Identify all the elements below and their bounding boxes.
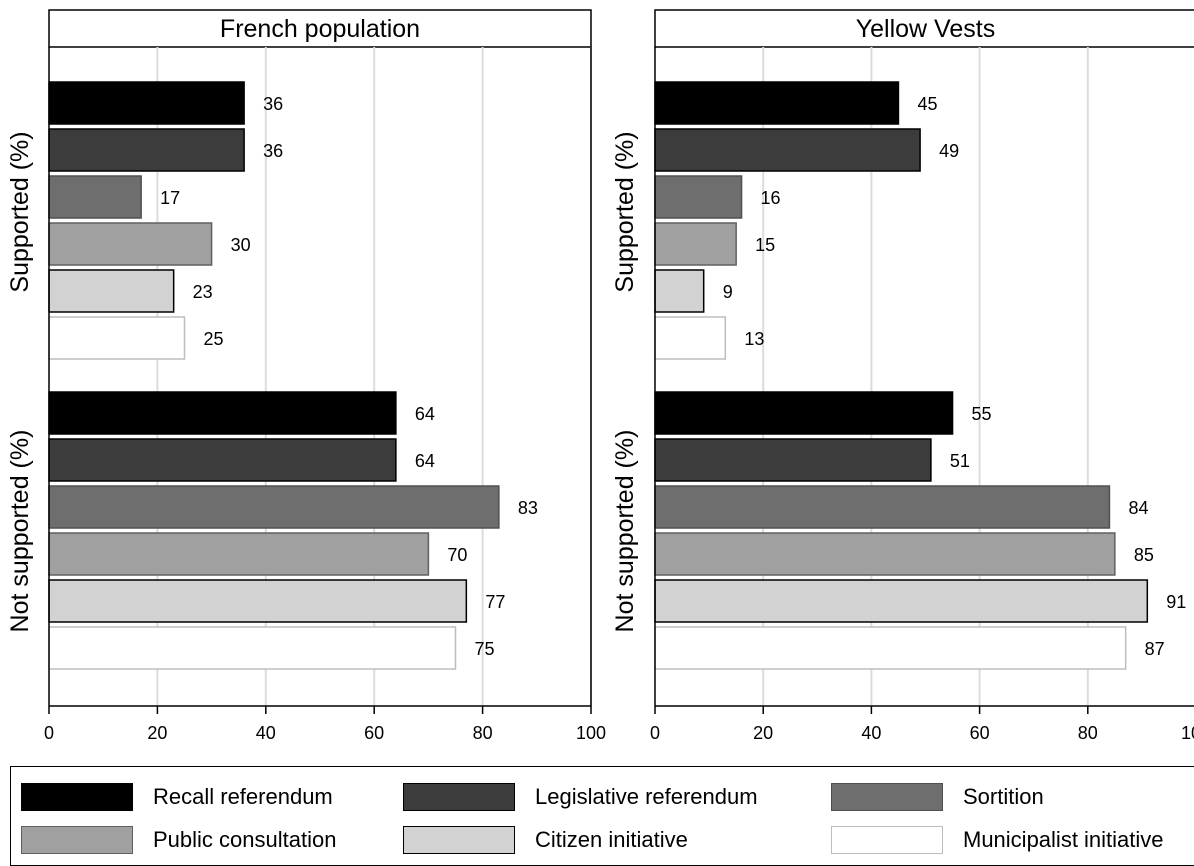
legend-label: Legislative referendum <box>535 784 758 809</box>
y-axis-group-label: Not supported (%) <box>611 430 639 633</box>
bar <box>654 175 743 219</box>
bar <box>654 626 1127 670</box>
bar <box>48 175 142 219</box>
y-axis-group-label: Supported (%) <box>6 131 34 292</box>
legend-item-legislative-referendum: Legislative referendum <box>403 781 758 813</box>
bar-value-label: 45 <box>917 94 937 114</box>
x-tick-label: 80 <box>473 723 493 743</box>
legend-label: Public consultation <box>153 827 337 852</box>
bar <box>48 316 186 360</box>
bar-value-label: 51 <box>950 451 970 471</box>
bar-value-label: 16 <box>761 188 781 208</box>
legend-swatch <box>403 783 515 811</box>
chart-panel: Yellow Vests 45 49 16 15 9 13 Supported (%) 55 51… <box>611 9 1194 743</box>
x-tick-label: 60 <box>364 723 384 743</box>
x-tick-label: 0 <box>650 723 660 743</box>
y-axis-group-label: Not supported (%) <box>6 430 34 633</box>
bar <box>48 391 397 435</box>
bar <box>654 81 900 125</box>
bar-value-label: 9 <box>723 282 733 302</box>
legend-swatch <box>21 826 133 854</box>
bar <box>654 391 954 435</box>
y-axis-group-label: Supported (%) <box>611 131 639 292</box>
x-tick-label: 100 <box>576 723 606 743</box>
x-tick-label: 80 <box>1078 723 1098 743</box>
bar <box>654 579 1149 623</box>
bar-value-label: 64 <box>415 451 435 471</box>
legend-label: Municipalist initiative <box>963 827 1164 852</box>
legend: Recall referendum Legislative referendum… <box>10 766 1194 866</box>
bar-value-label: 30 <box>231 235 251 255</box>
bar <box>654 128 921 172</box>
bar <box>654 532 1116 576</box>
bar-value-label: 36 <box>263 94 283 114</box>
legend-swatch <box>831 826 943 854</box>
bar <box>48 438 397 482</box>
bar <box>48 222 213 266</box>
bar-value-label: 55 <box>972 404 992 424</box>
bar <box>48 128 245 172</box>
bar-value-label: 75 <box>475 639 495 659</box>
bar <box>48 579 468 623</box>
legend-item-recall-referendum: Recall referendum <box>21 781 333 813</box>
bar-value-label: 13 <box>744 329 764 349</box>
bar <box>654 438 932 482</box>
bar <box>654 316 727 360</box>
bar <box>654 269 705 313</box>
legend-swatch <box>403 826 515 854</box>
bar-value-label: 87 <box>1145 639 1165 659</box>
bar-value-label: 25 <box>204 329 224 349</box>
bar-value-label: 84 <box>1128 498 1148 518</box>
bar-value-label: 83 <box>518 498 538 518</box>
panel-title-box <box>654 9 1194 48</box>
panel-title: French population <box>220 15 420 43</box>
bar-value-label: 85 <box>1134 545 1154 565</box>
legend-item-municipalist-initiative: Municipalist initiative <box>831 824 1164 856</box>
bar <box>48 532 430 576</box>
x-tick-label: 40 <box>861 723 881 743</box>
x-tick-label: 60 <box>970 723 990 743</box>
legend-label: Sortition <box>963 784 1044 809</box>
bar-value-label: 70 <box>447 545 467 565</box>
x-tick-label: 100 <box>1181 723 1194 743</box>
bar <box>48 269 175 313</box>
legend-label: Citizen initiative <box>535 827 688 852</box>
legend-label: Recall referendum <box>153 784 333 809</box>
x-tick-label: 40 <box>256 723 276 743</box>
legend-swatch <box>21 783 133 811</box>
legend-item-public-consultation: Public consultation <box>21 824 336 856</box>
bar <box>48 626 457 670</box>
x-tick-label: 20 <box>753 723 773 743</box>
bar <box>654 485 1111 529</box>
bar-value-label: 77 <box>485 592 505 612</box>
bar <box>654 222 737 266</box>
panel-title: Yellow Vests <box>856 15 995 43</box>
bar-value-label: 64 <box>415 404 435 424</box>
bar-value-label: 15 <box>755 235 775 255</box>
bar <box>48 485 500 529</box>
legend-item-citizen-initiative: Citizen initiative <box>403 824 688 856</box>
bar-value-label: 23 <box>193 282 213 302</box>
bar-value-label: 49 <box>939 141 959 161</box>
x-tick-label: 20 <box>147 723 167 743</box>
legend-swatch <box>831 783 943 811</box>
bar-value-label: 36 <box>263 141 283 161</box>
bar-value-label: 91 <box>1166 592 1186 612</box>
chart-area: French population 36 36 17 30 23 25 Supported (… <box>6 9 1194 743</box>
legend-item-sortition: Sortition <box>831 781 1044 813</box>
bar <box>48 81 245 125</box>
x-tick-label: 0 <box>44 723 54 743</box>
bar-value-label: 17 <box>160 188 180 208</box>
panel-title-box <box>48 9 592 48</box>
chart-panel: French population 36 36 17 30 23 25 Supported (… <box>6 9 606 743</box>
